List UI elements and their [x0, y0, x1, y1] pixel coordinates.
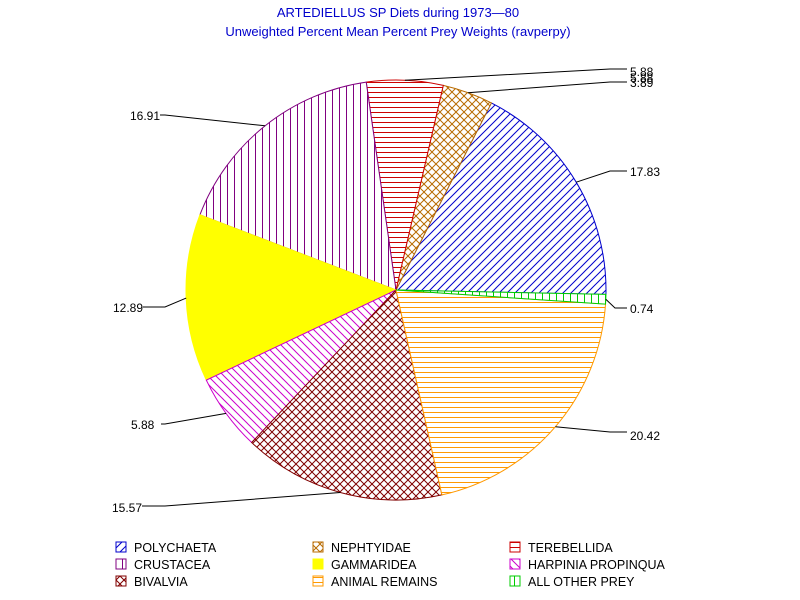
leader-terebellida	[404, 68, 627, 81]
legend-label-gammaridea: GAMMARIDEA	[331, 558, 417, 572]
legend-item-terebellida: TEREBELLIDA	[509, 541, 613, 555]
slice-all-other-prey	[395, 289, 607, 305]
pie-slices	[185, 79, 607, 501]
value-label-harpinia-propinqua: 5.88	[131, 418, 155, 432]
label-leaders	[142, 68, 627, 507]
legend-swatch-terebellida	[509, 541, 521, 553]
leader-bivalvia	[142, 492, 341, 507]
legend-label-nephtyidae: NEPHTYIDAE	[331, 541, 411, 555]
value-label-extra: 5.88	[630, 71, 654, 85]
leader-crustacea	[160, 114, 266, 127]
legend-swatch-animal-remains	[312, 575, 324, 587]
leader-nephtyidae	[467, 81, 627, 94]
slice-gammaridea	[185, 214, 398, 381]
value-label-gammaridea: 12.89	[113, 301, 143, 315]
legend-label-polychaeta: POLYCHAETA	[134, 541, 217, 555]
leader-harpinia-propinqua	[161, 412, 227, 425]
legend-item-harpinia-propinqua: HARPINIA PROPINQUA	[509, 558, 665, 572]
legend-swatch-harpinia-propinqua	[509, 558, 521, 570]
legend-item-nephtyidae: NEPHTYIDAE	[312, 541, 411, 555]
slice-crustacea	[199, 81, 397, 291]
value-labels: 17.833.895.8816.9112.895.8815.5720.420.7…	[112, 65, 660, 515]
legend-swatch-polychaeta	[115, 541, 127, 553]
legend-label-terebellida: TEREBELLIDA	[528, 541, 613, 555]
legend: POLYCHAETA NEPHTYIDAE TEREBELLIDA CRUSTACEA…	[115, 541, 665, 589]
value-label-bivalvia: 15.57	[112, 501, 142, 515]
legend-swatch-nephtyidae	[312, 541, 324, 553]
value-label-nephtyidae: 3.89	[630, 76, 654, 90]
leader-all-other-prey	[605, 298, 627, 309]
leader-animal-remains	[555, 426, 627, 433]
slice-animal-remains	[395, 289, 607, 496]
value-label-crustacea: 16.91	[130, 109, 160, 123]
value-label-terebellida: 5.88	[630, 65, 654, 79]
legend-swatch-crustacea	[115, 558, 127, 570]
legend-item-bivalvia: BIVALVIA	[115, 575, 188, 589]
legend-swatch-bivalvia	[115, 575, 127, 587]
legend-label-animal-remains: ANIMAL REMAINS	[331, 575, 438, 589]
legend-swatch-gammaridea	[312, 558, 324, 570]
leader-gammaridea	[143, 297, 187, 308]
legend-item-gammaridea: GAMMARIDEA	[312, 558, 417, 572]
legend-label-crustacea: CRUSTACEA	[134, 558, 211, 572]
legend-item-polychaeta: POLYCHAETA	[115, 541, 217, 555]
value-label-animal-remains: 20.42	[630, 429, 660, 443]
value-label-polychaeta: 17.83	[630, 165, 660, 179]
legend-item-animal-remains: ANIMAL REMAINS	[312, 575, 438, 589]
legend-label-all-other-prey: ALL OTHER PREY	[528, 575, 635, 589]
chart-subtitle: Unweighted Percent Mean Percent Prey Wei…	[225, 24, 570, 39]
leader-polychaeta	[576, 170, 627, 183]
value-label-all-other-prey: 0.74	[630, 302, 654, 316]
legend-item-all-other-prey: ALL OTHER PREY	[509, 575, 635, 589]
legend-label-bivalvia: BIVALVIA	[134, 575, 188, 589]
legend-label-harpinia-propinqua: HARPINIA PROPINQUA	[528, 558, 665, 572]
legend-item-crustacea: CRUSTACEA	[115, 558, 211, 572]
legend-swatch-all-other-prey	[509, 575, 521, 587]
chart-title: ARTEDIELLUS SP Diets during 1973—80	[277, 5, 519, 20]
